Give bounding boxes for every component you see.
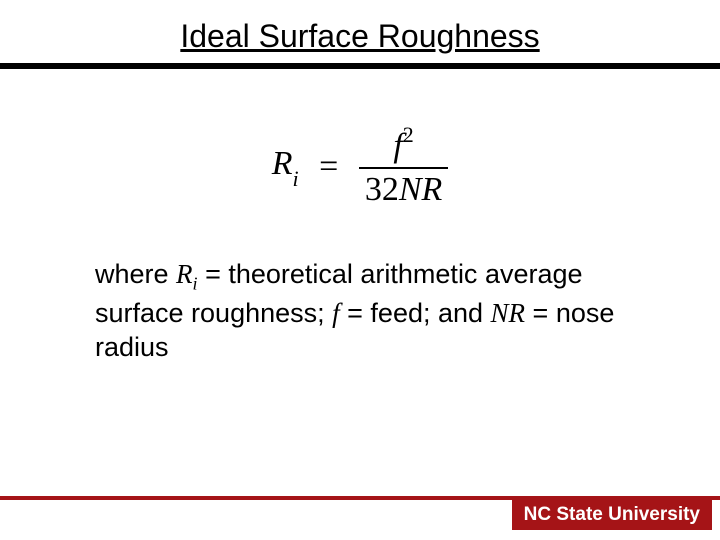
slide-title: Ideal Surface Roughness xyxy=(0,18,720,55)
equation-lhs-symbol: R xyxy=(272,145,293,182)
symbol-f: f xyxy=(332,298,340,328)
equation: Ri = f2 32NR xyxy=(272,124,449,209)
symbol-nr: NR xyxy=(491,298,526,328)
equation-equals: = xyxy=(319,148,338,186)
equation-lhs: Ri xyxy=(272,145,299,188)
explanation-text: where Ri = theoretical arithmetic averag… xyxy=(95,257,625,365)
def-f: = feed; and xyxy=(340,298,491,328)
equation-numerator-symbol: f xyxy=(393,127,402,164)
footer-badge: NC State University xyxy=(512,498,712,530)
symbol-r: R xyxy=(176,259,193,289)
equation-denominator: 32NR xyxy=(359,169,448,209)
where-text: where xyxy=(95,259,176,289)
equation-denominator-coeff: 32 xyxy=(365,171,399,208)
equation-fraction: f2 32NR xyxy=(359,124,448,209)
title-underline-bar xyxy=(0,63,720,69)
equation-numerator: f2 xyxy=(359,124,448,167)
equation-denominator-symbols: NR xyxy=(399,171,442,208)
equation-numerator-superscript: 2 xyxy=(403,122,414,147)
equation-lhs-subscript: i xyxy=(293,166,299,191)
equation-area: Ri = f2 32NR xyxy=(0,124,720,209)
title-area: Ideal Surface Roughness xyxy=(0,0,720,63)
